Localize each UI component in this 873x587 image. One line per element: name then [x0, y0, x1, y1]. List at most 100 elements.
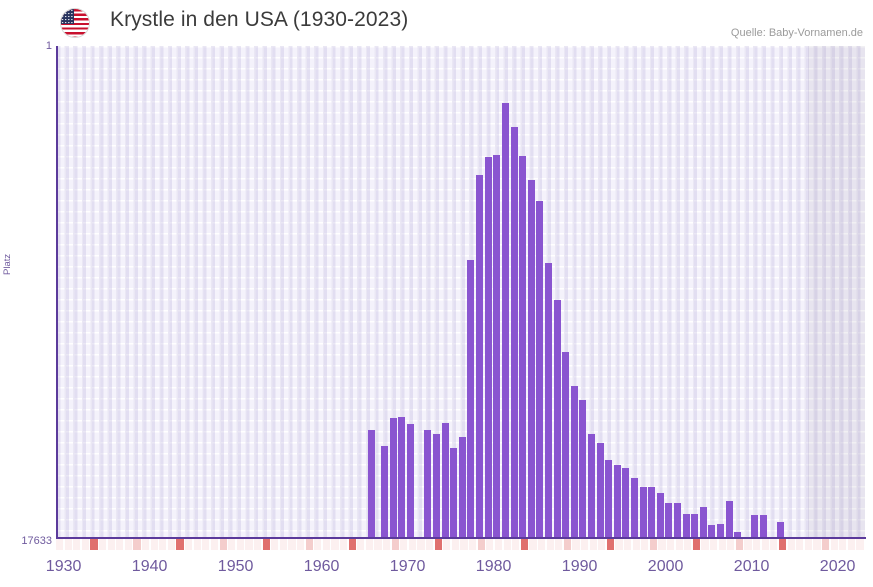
bar-2002[interactable] — [665, 503, 673, 539]
bar-2006[interactable] — [700, 507, 708, 539]
y-axis-labels: 1 17633 — [0, 0, 52, 587]
x-axis-major-tick — [606, 539, 614, 550]
x-tick-label-2010: 2010 — [733, 558, 770, 575]
x-axis-minor-tick — [727, 539, 735, 550]
bar-1982[interactable] — [493, 155, 501, 539]
x-tick-label-1960: 1960 — [303, 558, 340, 575]
bar-1988[interactable] — [545, 263, 553, 539]
x-axis-minor-tick — [279, 539, 287, 550]
x-axis-minor-tick — [150, 539, 158, 550]
bar-2000[interactable] — [648, 487, 656, 539]
bar-1999[interactable] — [640, 487, 648, 539]
x-tick-label-1980: 1980 — [475, 558, 512, 575]
x-axis-minor-tick — [314, 539, 322, 550]
x-axis-minor-tick — [623, 539, 632, 550]
bar-2001[interactable] — [657, 493, 665, 539]
bar-1996[interactable] — [614, 465, 622, 539]
x-axis-minor-tick — [56, 539, 64, 550]
bar-1998[interactable] — [631, 478, 639, 539]
x-axis-major-tick — [262, 539, 270, 550]
x-axis-minor-tick — [365, 539, 373, 550]
x-axis-major-tick — [692, 539, 701, 550]
x-axis-minor-tick — [598, 539, 606, 550]
x-axis-minor-tick — [770, 539, 778, 550]
bar-1990[interactable] — [562, 352, 570, 539]
bar-2009[interactable] — [726, 501, 734, 539]
x-tick-label-2020: 2020 — [819, 558, 856, 575]
x-axis-minor-tick — [193, 539, 201, 550]
x-axis-minor-tick — [830, 539, 838, 550]
bar-1971[interactable] — [398, 417, 406, 539]
bar-1974[interactable] — [424, 430, 432, 539]
bar-1994[interactable] — [597, 443, 605, 539]
x-axis-minor-tick — [417, 539, 425, 550]
bar-1984[interactable] — [511, 127, 519, 539]
x-tick-label-1990: 1990 — [561, 558, 598, 575]
bar-2005[interactable] — [691, 514, 699, 539]
x-axis-minor-tick — [649, 539, 657, 550]
x-axis-minor-tick — [494, 539, 503, 550]
x-axis-minor-tick — [667, 539, 675, 550]
x-axis-minor-tick — [718, 539, 726, 550]
bar-1979[interactable] — [467, 260, 475, 539]
bar-1981[interactable] — [485, 157, 493, 539]
bar-1985[interactable] — [519, 156, 527, 539]
bar-2007[interactable] — [708, 525, 716, 539]
x-axis-major-tick — [348, 539, 356, 550]
bar-1987[interactable] — [536, 201, 544, 539]
y-tick-top: 1 — [45, 40, 52, 52]
bar-1970[interactable] — [390, 418, 398, 539]
x-axis-minor-tick — [331, 539, 339, 550]
x-axis-minor-tick — [142, 539, 150, 550]
bar-1989[interactable] — [554, 300, 562, 539]
x-axis-minor-tick — [856, 539, 864, 550]
bar-1986[interactable] — [528, 180, 536, 539]
bar-1992[interactable] — [579, 400, 587, 539]
bar-1983[interactable] — [502, 103, 510, 539]
bar-1991[interactable] — [571, 386, 579, 539]
x-axis-minor-tick — [563, 539, 571, 550]
x-tick-label-1950: 1950 — [217, 558, 254, 575]
x-axis-minor-tick — [228, 539, 236, 550]
bar-1972[interactable] — [407, 424, 415, 539]
x-axis-minor-tick — [391, 539, 399, 550]
x-axis-minor-tick — [839, 539, 847, 550]
bar-2012[interactable] — [751, 515, 759, 539]
bar-1967[interactable] — [368, 430, 376, 539]
bar-1980[interactable] — [476, 175, 484, 539]
x-axis-minor-tick — [107, 539, 115, 550]
us-flag-icon — [60, 8, 90, 38]
bar-1975[interactable] — [433, 434, 441, 539]
bar-2013[interactable] — [760, 515, 768, 539]
chart-header: Krystle in den USA (1930-2023) Quelle: B… — [0, 0, 873, 44]
bar-1969[interactable] — [381, 446, 389, 539]
x-axis-minor-tick — [615, 539, 623, 550]
x-axis-minor-tick — [374, 539, 382, 550]
bar-1976[interactable] — [442, 423, 450, 539]
bar-2015[interactable] — [777, 522, 785, 539]
bar-1993[interactable] — [588, 434, 596, 539]
x-axis-minor-tick — [701, 539, 709, 550]
bar-2008[interactable] — [717, 524, 725, 539]
bar-2003[interactable] — [674, 503, 682, 539]
x-axis-minor-tick — [460, 539, 468, 550]
x-axis-major-tick — [434, 539, 442, 550]
bar-1978[interactable] — [459, 437, 467, 539]
x-axis-minor-tick — [236, 539, 244, 550]
x-tick-label-1970: 1970 — [389, 558, 426, 575]
y-tick-bottom: 17633 — [21, 535, 52, 547]
bar-2004[interactable] — [683, 514, 691, 539]
x-axis-line — [56, 537, 866, 539]
x-axis-minor-tick — [529, 539, 537, 550]
x-axis-major-tick — [520, 539, 528, 550]
x-axis-minor-tick — [81, 539, 89, 550]
x-axis-minor-tick — [124, 539, 133, 550]
x-axis-minor-tick — [503, 539, 511, 550]
page-title: Krystle in den USA (1930-2023) — [110, 8, 409, 31]
bar-1995[interactable] — [605, 460, 613, 539]
bar-1997[interactable] — [622, 468, 630, 539]
bar-1977[interactable] — [450, 448, 458, 539]
x-axis-minor-tick — [322, 539, 330, 550]
bar-2010[interactable] — [734, 532, 742, 539]
